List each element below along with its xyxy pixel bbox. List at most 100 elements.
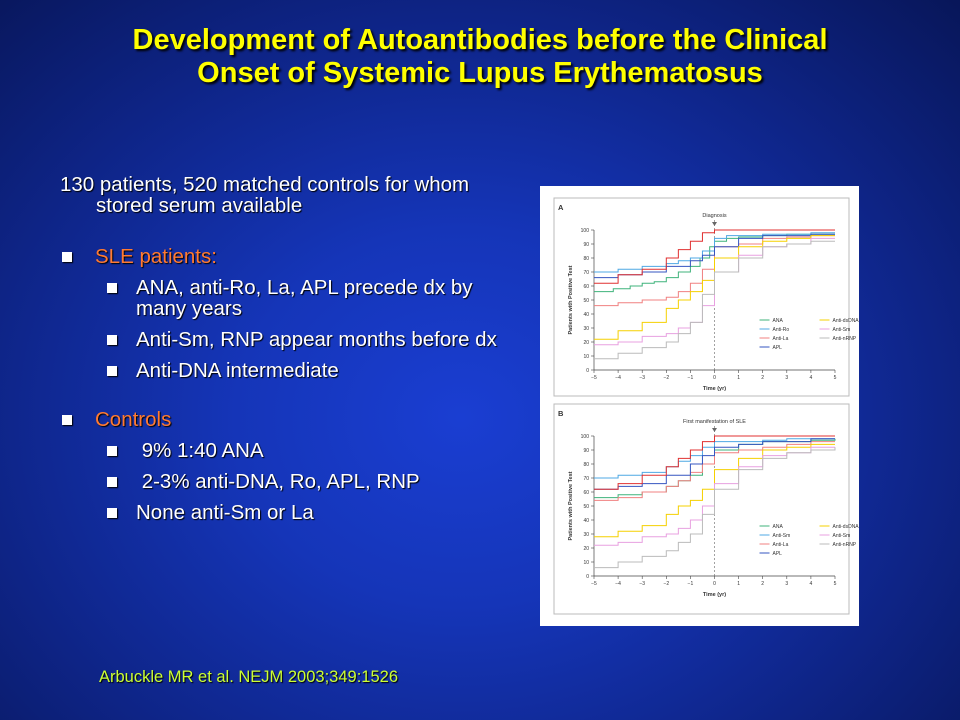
panel-a-y-tick-label: 40 — [583, 312, 589, 318]
panel-a-legend-label-anti-sm: Anti-Sm — [833, 327, 851, 333]
panel-a-legend-label-ana: ANA — [773, 318, 784, 324]
panel-b-x-tick-label: −2 — [663, 581, 669, 587]
panel-b-x-tick-label: 3 — [785, 581, 788, 587]
panel-a-y-tick-label: 50 — [583, 298, 589, 304]
panel-b-series-anti-sm — [594, 438, 835, 479]
panel-a-x-tick-label: 4 — [810, 375, 813, 381]
slide-title: Development of Autoantibodies before the… — [30, 24, 930, 90]
panel-b-x-tick-label: −1 — [688, 581, 694, 587]
panel-a-y-tick-label: 60 — [583, 284, 589, 290]
panel-a-x-tick-label: 1 — [737, 375, 740, 381]
panel-b-legend-label-ana: ANA — [773, 524, 784, 530]
panel-b-x-tick-label: 4 — [810, 581, 813, 587]
bullet-item-text: Anti-DNA intermediate — [136, 359, 339, 382]
bullet-content: 130 patients, 520 matched controls for w… — [60, 174, 500, 533]
panel-b-series-anti-dsdna — [594, 443, 835, 538]
panel-a-x-tick-label: −3 — [639, 375, 645, 381]
panel-a-y-tick-label: 0 — [586, 368, 589, 374]
bullet-item-text: 9% 1:40 ANA — [136, 439, 264, 462]
square-bullet-icon — [62, 252, 72, 262]
panel-a-series-anti-dsdna — [594, 235, 835, 340]
panel-a-x-tick-label: −5 — [591, 375, 597, 381]
panel-b-x-tick-label: −4 — [615, 581, 621, 587]
panel-b-y-tick-label: 50 — [583, 504, 589, 510]
panel-a-x-tick-label: −2 — [663, 375, 669, 381]
panel-a-series-line-7 — [594, 229, 835, 284]
square-bullet-icon — [107, 446, 117, 456]
panel-a-legend-label-anti-la: Anti-La — [773, 336, 789, 342]
panel-b-y-tick-label: 70 — [583, 476, 589, 482]
bullet-item-text: ANA, anti-Ro, La, APL precede dx by many… — [136, 276, 473, 320]
panel-b-x-tick-label: −5 — [591, 581, 597, 587]
panel-a-y-tick-label: 10 — [583, 354, 589, 360]
panel-b-legend-label-anti-sm: Anti-Sm — [833, 533, 851, 539]
panel-b-annotation: First manifestation of SLE — [683, 419, 746, 425]
square-bullet-icon — [107, 366, 117, 376]
panel-a-frame — [553, 197, 850, 397]
panel-a-label: A — [558, 203, 564, 212]
panel-a-arrow-icon — [712, 222, 717, 226]
panel-a-x-tick-label: 0 — [713, 375, 716, 381]
panel-a-series-anti-nrnp — [594, 240, 835, 360]
nejm-figure: A 0 10 20 30 40 50 60 70 80 90 100 −5 −4 −3 −2 −1 0 1 2 3 4 5 T… — [540, 186, 859, 626]
bullet-item: Anti-Sm, RNP appear months before dx — [60, 329, 500, 350]
panel-a-annotation: Diagnosis — [702, 213, 726, 219]
panel-a-legend-label-apl: APL — [773, 345, 783, 351]
panel-b-legend-label-anti-la: Anti-La — [773, 542, 789, 548]
title-line-2: Onset of Systemic Lupus Erythematosus — [197, 57, 763, 89]
citation: Arbuckle MR et al. NEJM 2003;349:1526 — [99, 668, 398, 686]
panel-b-legend-label-anti-dsdna: Anti-dsDNA — [833, 524, 859, 530]
panel-b-legend-label-apl: APL — [773, 551, 783, 557]
panel-b-y-tick-label: 40 — [583, 518, 589, 524]
bullet-item-text: None anti-Sm or La — [136, 501, 314, 524]
panel-b-label: B — [558, 409, 564, 418]
bullet-item: 2-3% anti-DNA, Ro, APL, RNP — [60, 471, 500, 492]
bullet-item: Anti-DNA intermediate — [60, 360, 500, 381]
panel-b-y-tick-label: 80 — [583, 462, 589, 468]
square-bullet-icon — [107, 335, 117, 345]
panel-b-arrow-icon — [712, 428, 717, 432]
panel-a-y-tick-label: 80 — [583, 256, 589, 262]
panel-b-y-tick-label: 10 — [583, 560, 589, 566]
panel-a-x-axis-label: Time (yr) — [703, 386, 726, 392]
panel-a-series-anti-ro — [594, 232, 835, 273]
panel-b-y-tick-label: 60 — [583, 490, 589, 496]
panel-a-y-tick-label: 30 — [583, 326, 589, 332]
panel-a-y-axis-label: Patients with Positive Test — [568, 265, 574, 334]
section-heading-label: SLE patients: — [95, 245, 217, 268]
panel-b-y-tick-label: 20 — [583, 546, 589, 552]
panel-a-legend-label-anti-dsdna: Anti-dsDNA — [833, 318, 859, 324]
panel-b-series-line-7 — [594, 435, 835, 490]
bullet-item-text: Anti-Sm, RNP appear months before dx — [136, 328, 497, 351]
panel-b-y-tick-label: 30 — [583, 532, 589, 538]
panel-b-x-tick-label: 5 — [834, 581, 837, 587]
panel-b-frame — [553, 403, 850, 615]
panel-b-y-tick-label: 100 — [581, 434, 590, 440]
bullet-item-text: 2-3% anti-DNA, Ro, APL, RNP — [136, 470, 420, 493]
bullet-item: 9% 1:40 ANA — [60, 440, 500, 461]
panel-a-x-tick-label: 3 — [785, 375, 788, 381]
panel-a-y-tick-label: 20 — [583, 340, 589, 346]
panel-b-legend-label-anti-nrnp: Anti-nRNP — [833, 542, 857, 548]
panel-b-y-axis-label: Patients with Positive Test — [568, 471, 574, 540]
panel-a-legend-label-anti-nrnp: Anti-nRNP — [833, 336, 857, 342]
panel-b-legend-label-anti-sm: Anti-Sm — [773, 533, 791, 539]
panel-b-x-tick-label: 1 — [737, 581, 740, 587]
bullet-item: None anti-Sm or La — [60, 502, 500, 523]
square-bullet-icon — [107, 508, 117, 518]
panel-a-legend-label-anti-ro: Anti-Ro — [773, 327, 790, 333]
panel-b-x-tick-label: 0 — [713, 581, 716, 587]
panel-a-x-tick-label: 2 — [761, 375, 764, 381]
panel-a-x-tick-label: −1 — [688, 375, 694, 381]
panel-a-x-tick-label: 5 — [834, 375, 837, 381]
section-heading-label: Controls — [95, 408, 172, 431]
panel-b-series-anti-nrnp — [594, 447, 836, 569]
panel-b-x-tick-label: 2 — [761, 581, 764, 587]
square-bullet-icon — [62, 415, 72, 425]
panel-a-y-tick-label: 90 — [583, 242, 589, 248]
section-heading-sle: SLE patients: — [60, 246, 500, 267]
title-line-1: Development of Autoantibodies before the… — [132, 24, 828, 56]
intro-text: 130 patients, 520 matched controls for w… — [60, 173, 470, 217]
section-heading-controls: Controls — [60, 409, 500, 430]
